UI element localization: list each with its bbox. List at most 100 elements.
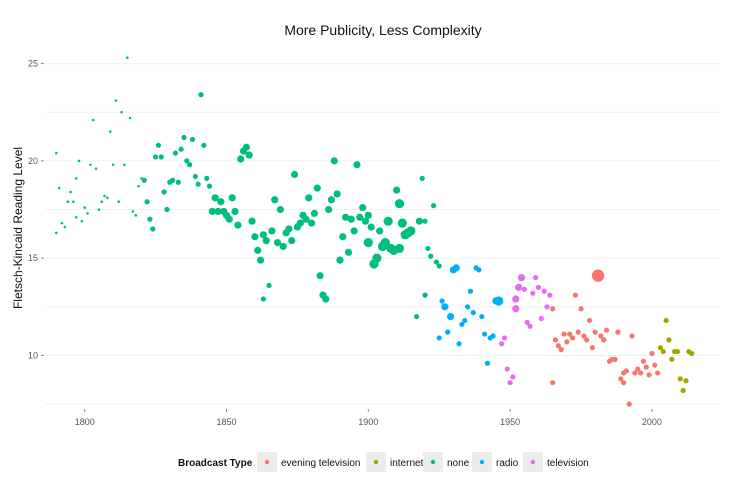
data-point (655, 370, 661, 376)
data-point (538, 315, 544, 322)
data-point (69, 190, 72, 194)
data-point (666, 337, 672, 343)
data-point (433, 259, 439, 265)
x-tick-label: 2000 (642, 417, 662, 427)
chart-title: More Publicity, Less Complexity (284, 22, 481, 38)
data-point (206, 183, 213, 189)
data-point (57, 186, 61, 190)
data-point (584, 337, 590, 343)
data-point (415, 217, 423, 225)
data-point (313, 184, 321, 192)
data-point (581, 333, 587, 339)
data-point (383, 216, 393, 226)
data-point (592, 329, 598, 335)
data-point (254, 246, 262, 254)
data-point (184, 158, 190, 164)
data-point (77, 159, 81, 163)
data-point (330, 157, 338, 165)
data-point (91, 118, 95, 122)
data-point (632, 370, 638, 376)
scatter-points (55, 56, 695, 407)
data-point (380, 237, 390, 248)
data-point (550, 306, 556, 312)
data-point (376, 227, 384, 235)
data-point (504, 366, 510, 372)
data-point (547, 292, 553, 298)
data-point (342, 213, 350, 221)
data-point (575, 329, 581, 335)
x-tick-label: 1850 (216, 417, 236, 427)
data-point (476, 267, 482, 273)
data-point (572, 292, 578, 298)
data-point (339, 233, 347, 241)
data-point (172, 150, 179, 156)
data-point (601, 337, 607, 343)
data-point (211, 194, 219, 202)
data-point (512, 295, 520, 303)
legend-key-dot (373, 459, 379, 465)
data-point (273, 238, 282, 247)
data-point (425, 245, 431, 252)
data-point (484, 360, 491, 366)
data-point (452, 264, 460, 272)
data-point (490, 333, 496, 339)
data-point (103, 194, 106, 198)
data-point (86, 212, 89, 215)
data-point (643, 364, 649, 370)
data-point (276, 205, 284, 214)
data-point (530, 290, 536, 296)
data-point (372, 253, 382, 263)
data-point (170, 177, 176, 183)
data-point (552, 337, 559, 343)
data-point (89, 163, 92, 167)
data-point (464, 304, 471, 310)
data-point (479, 313, 485, 320)
data-point (591, 269, 605, 282)
data-point (467, 288, 474, 294)
data-point (125, 56, 129, 60)
data-point (660, 348, 666, 355)
data-point (94, 167, 98, 170)
data-point (137, 184, 140, 188)
data-point (689, 350, 695, 357)
data-point (510, 374, 516, 380)
data-point (268, 227, 276, 235)
legend-label: none (447, 458, 470, 469)
data-point (248, 217, 256, 225)
data-point (663, 317, 669, 324)
data-point (285, 225, 293, 233)
data-point (55, 231, 58, 235)
data-point (462, 317, 468, 324)
x-tick-label: 1900 (358, 417, 378, 427)
data-point (302, 215, 310, 223)
data-point (147, 216, 153, 222)
data-point (60, 221, 64, 225)
data-point (333, 190, 341, 198)
data-point (290, 170, 299, 179)
data-point (189, 136, 196, 143)
data-point (128, 116, 132, 120)
data-point (436, 335, 442, 341)
data-point (198, 92, 204, 98)
y-tick-label: 20 (28, 156, 38, 166)
legend-label: internet (390, 458, 424, 469)
data-point (336, 256, 344, 264)
data-point (155, 142, 162, 148)
data-point (533, 275, 539, 281)
data-point (359, 203, 367, 212)
data-point (422, 218, 428, 224)
data-point (111, 163, 115, 167)
data-point (640, 358, 647, 364)
data-point (598, 333, 604, 339)
data-point (541, 288, 547, 294)
data-point (201, 142, 207, 148)
data-point (629, 333, 635, 339)
data-point (657, 345, 664, 351)
data-point (259, 231, 267, 239)
data-point (394, 243, 405, 254)
data-point (66, 200, 69, 204)
data-point (251, 233, 259, 241)
data-point (214, 207, 222, 216)
data-point (74, 177, 78, 180)
data-point (544, 304, 550, 310)
